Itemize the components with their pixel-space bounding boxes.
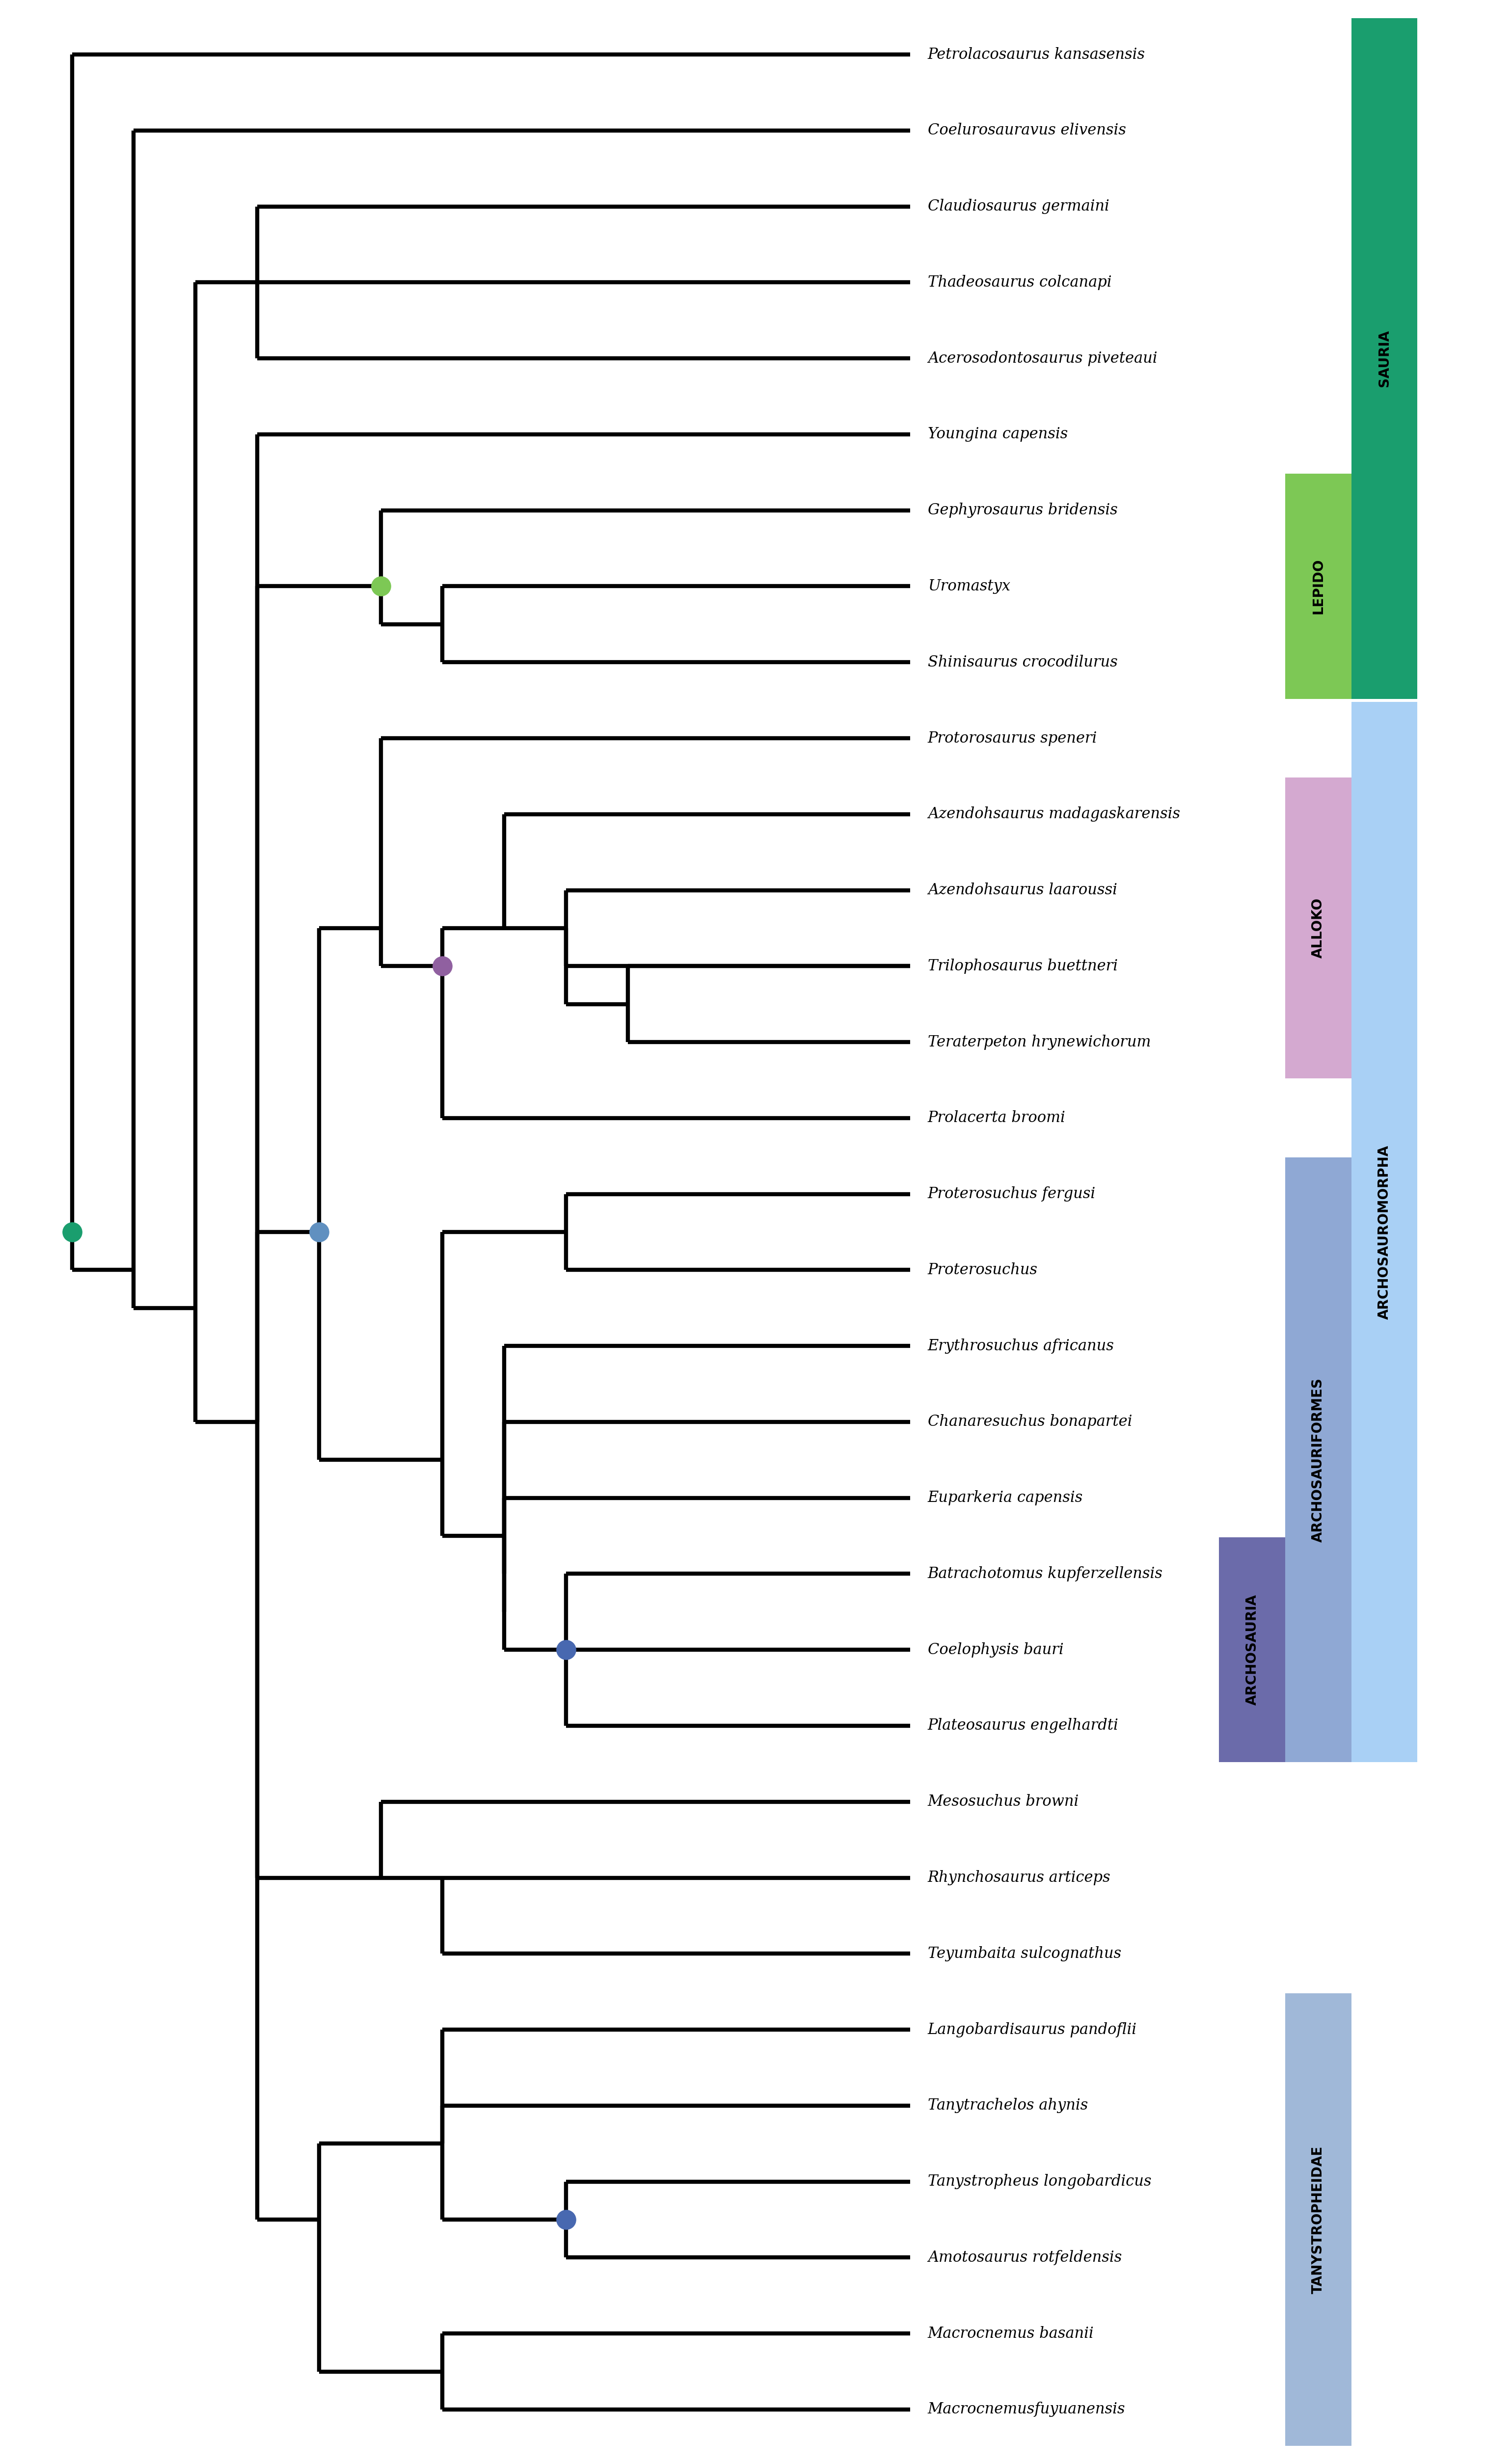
- Text: Acerosodontosaurus piveteaui: Acerosodontosaurus piveteaui: [928, 350, 1157, 367]
- Text: Trilophosaurus buettneri: Trilophosaurus buettneri: [928, 958, 1118, 973]
- Text: Coelurosauravus elivensis: Coelurosauravus elivensis: [928, 123, 1126, 138]
- FancyBboxPatch shape: [1285, 779, 1351, 1079]
- Text: ARCHOSAUROMORPHA: ARCHOSAUROMORPHA: [1378, 1146, 1391, 1318]
- Text: Mesosuchus browni: Mesosuchus browni: [928, 1794, 1080, 1809]
- Text: Coelophysis bauri: Coelophysis bauri: [928, 1641, 1063, 1658]
- Text: Euparkeria capensis: Euparkeria capensis: [928, 1491, 1083, 1506]
- Point: [554, 1631, 578, 1671]
- Text: Protorosaurus speneri: Protorosaurus speneri: [928, 732, 1097, 747]
- Point: [368, 567, 392, 606]
- Text: Macrocnemusfuyuanensis: Macrocnemusfuyuanensis: [928, 2402, 1126, 2417]
- Point: [554, 2200, 578, 2240]
- Text: Petrolacosaurus kansasensis: Petrolacosaurus kansasensis: [928, 47, 1145, 62]
- Text: ALLOKO: ALLOKO: [1311, 897, 1325, 958]
- Text: SAURIA: SAURIA: [1378, 330, 1391, 387]
- Text: ARCHOSAURIA: ARCHOSAURIA: [1244, 1594, 1259, 1705]
- Text: Teyumbaita sulcognathus: Teyumbaita sulcognathus: [928, 1947, 1121, 1961]
- Text: Macrocnemus basanii: Macrocnemus basanii: [928, 2326, 1094, 2341]
- Text: LEPIDO: LEPIDO: [1311, 559, 1325, 614]
- FancyBboxPatch shape: [1351, 702, 1418, 1762]
- Text: Youngina capensis: Youngina capensis: [928, 426, 1068, 441]
- Text: ARCHOSAURIFORMES: ARCHOSAURIFORMES: [1311, 1377, 1325, 1542]
- Text: Amotosaurus rotfeldensis: Amotosaurus rotfeldensis: [928, 2250, 1121, 2264]
- Text: Erythrosuchus africanus: Erythrosuchus africanus: [928, 1338, 1114, 1353]
- Text: Claudiosaurus germaini: Claudiosaurus germaini: [928, 200, 1109, 214]
- Text: Langobardisaurus pandoflii: Langobardisaurus pandoflii: [928, 2023, 1138, 2038]
- Text: Shinisaurus crocodilurus: Shinisaurus crocodilurus: [928, 655, 1118, 670]
- Point: [307, 1212, 331, 1252]
- FancyBboxPatch shape: [1219, 1538, 1285, 1762]
- FancyBboxPatch shape: [1285, 1993, 1351, 2447]
- FancyBboxPatch shape: [1351, 17, 1418, 700]
- Text: Rhynchosaurus articeps: Rhynchosaurus articeps: [928, 1870, 1111, 1885]
- Text: Prolacerta broomi: Prolacerta broomi: [928, 1111, 1066, 1126]
- Text: Azendohsaurus laaroussi: Azendohsaurus laaroussi: [928, 882, 1117, 897]
- Text: Tanystropheus longobardicus: Tanystropheus longobardicus: [928, 2173, 1151, 2188]
- FancyBboxPatch shape: [1285, 1158, 1351, 1762]
- Text: Chanaresuchus bonapartei: Chanaresuchus bonapartei: [928, 1414, 1132, 1429]
- Point: [59, 1212, 83, 1252]
- Text: Thadeosaurus colcanapi: Thadeosaurus colcanapi: [928, 276, 1112, 291]
- Text: Tanytrachelos ahynis: Tanytrachelos ahynis: [928, 2097, 1089, 2114]
- Text: Proterosuchus fergusi: Proterosuchus fergusi: [928, 1185, 1096, 1202]
- FancyBboxPatch shape: [1285, 473, 1351, 700]
- Text: Proterosuchus: Proterosuchus: [928, 1262, 1038, 1279]
- Point: [431, 946, 454, 986]
- Text: Gephyrosaurus bridensis: Gephyrosaurus bridensis: [928, 503, 1118, 517]
- Text: Teraterpeton hrynewichorum: Teraterpeton hrynewichorum: [928, 1035, 1151, 1050]
- Text: TANYSTROPHEIDAE: TANYSTROPHEIDAE: [1311, 2146, 1325, 2294]
- Text: Batrachotomus kupferzellensis: Batrachotomus kupferzellensis: [928, 1567, 1163, 1582]
- Text: Plateosaurus engelhardti: Plateosaurus engelhardti: [928, 1717, 1118, 1732]
- Text: Azendohsaurus madagaskarensis: Azendohsaurus madagaskarensis: [928, 806, 1181, 823]
- Text: Uromastyx: Uromastyx: [928, 579, 1010, 594]
